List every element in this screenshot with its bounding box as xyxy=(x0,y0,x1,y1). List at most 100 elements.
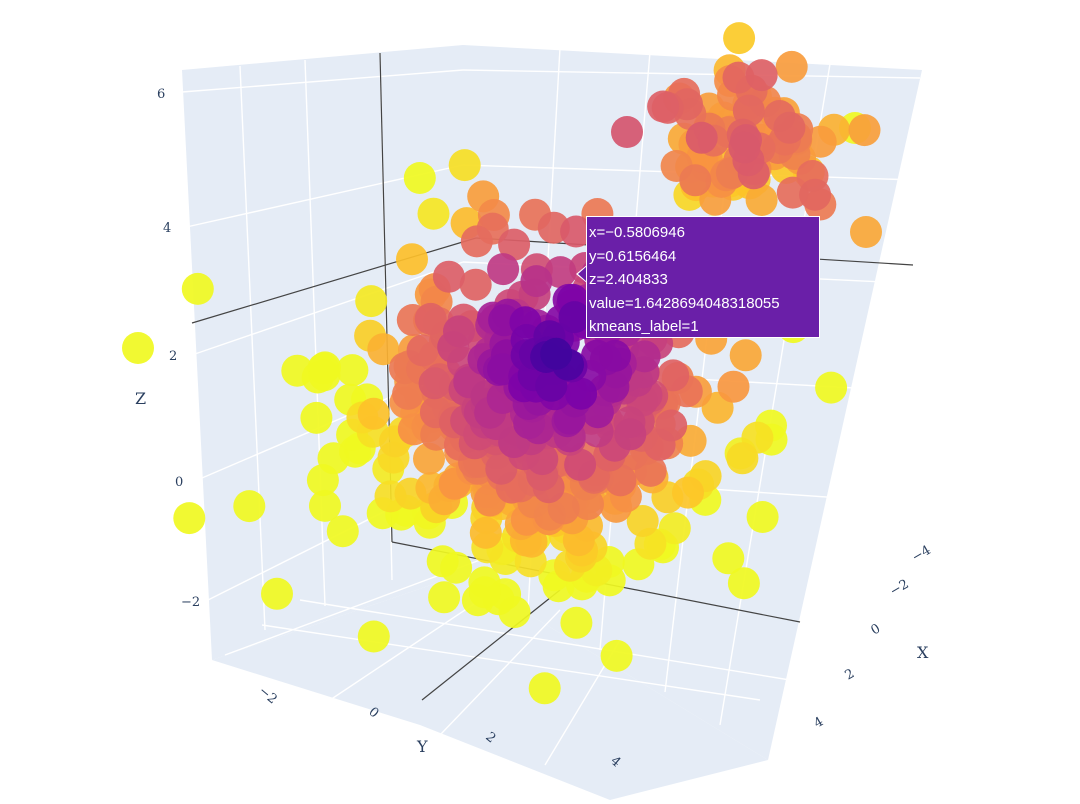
scatter-point xyxy=(722,61,755,94)
scatter-point xyxy=(848,114,881,147)
scatter-point xyxy=(528,672,561,705)
scatter-point xyxy=(469,516,502,549)
y-tick-label: −2 xyxy=(255,684,279,708)
scatter-point xyxy=(498,228,531,261)
scatter-point xyxy=(712,542,745,575)
tooltip-value: value=1.6428694048318055 xyxy=(589,294,780,312)
tooltip-y: y=0.6156464 xyxy=(589,247,677,265)
scatter-point xyxy=(850,216,882,248)
scatter-point xyxy=(726,442,759,475)
scatter-point xyxy=(773,111,806,144)
z-tick-label: 6 xyxy=(157,87,165,102)
x-tick-label: 4 xyxy=(812,714,827,731)
grid-line xyxy=(181,69,464,93)
scatter-point xyxy=(443,315,475,348)
scatter-point xyxy=(647,90,680,123)
scatter-point xyxy=(396,243,428,276)
scatter-point xyxy=(468,576,501,609)
x-tick-label: −4 xyxy=(910,543,934,566)
scatter-point xyxy=(775,50,808,83)
scatter-point xyxy=(432,260,465,293)
scatter-point xyxy=(414,302,447,335)
scatter-point xyxy=(406,334,439,367)
hover-tooltip: x=−0.5806946 y=0.6156464 z=2.404833 valu… xyxy=(586,216,820,338)
scatter-point xyxy=(520,265,553,298)
scatter-point xyxy=(600,639,633,672)
scatter-point xyxy=(403,162,436,194)
axis-line-x-back xyxy=(191,237,477,324)
scatter-point xyxy=(459,268,492,301)
scatter-point xyxy=(440,551,473,584)
z-axis-title: Z xyxy=(135,389,146,408)
tooltip-kmeans-label: kmeans_label=1 xyxy=(589,318,699,335)
scatter-point xyxy=(679,164,712,197)
scatter-point xyxy=(498,596,531,629)
scatter-point xyxy=(357,397,390,430)
scatter-point xyxy=(460,225,493,258)
scatter-point xyxy=(540,337,573,370)
scatter-point xyxy=(672,476,704,509)
scatter-point xyxy=(804,125,837,158)
scatter-point xyxy=(173,502,206,535)
scatter-point xyxy=(611,116,643,148)
grid-line xyxy=(462,69,921,79)
y-axis-title: Y xyxy=(416,737,428,756)
scatter-point xyxy=(717,370,750,403)
scatter-point xyxy=(728,131,761,164)
scatter-point xyxy=(233,490,266,523)
scatter-point xyxy=(658,512,691,545)
scatter-point xyxy=(357,620,390,653)
scatter-point xyxy=(448,149,481,182)
scatter-point xyxy=(544,256,577,289)
scatter-point xyxy=(428,581,461,614)
grid-line xyxy=(439,609,561,736)
scatter-point xyxy=(727,567,760,600)
scatter-point xyxy=(355,285,388,318)
scatter-point xyxy=(326,515,359,548)
scatter-point xyxy=(413,442,445,475)
scatter-point xyxy=(181,272,214,305)
scatter-point xyxy=(564,448,597,481)
scatter-point xyxy=(560,215,593,248)
tooltip-x: x=−0.5806946 xyxy=(589,224,685,241)
scatter-point xyxy=(306,464,339,497)
tooltip-z: z=2.404833 xyxy=(589,271,668,288)
scatter-point xyxy=(336,354,369,387)
z-tick-label: −2 xyxy=(181,595,200,610)
scatter-markers[interactable] xyxy=(122,22,882,705)
scatter-point xyxy=(565,377,598,410)
scatter-point xyxy=(626,505,659,537)
scatter-point xyxy=(614,418,647,451)
axis-line-y-floor xyxy=(421,589,561,701)
scatter-point xyxy=(799,178,832,211)
grid-line xyxy=(261,624,761,701)
scatter-point xyxy=(487,253,520,286)
scatter-point xyxy=(732,94,765,127)
x-axis-title: X xyxy=(917,643,929,662)
floor-plane xyxy=(212,574,768,800)
scatter-point xyxy=(745,184,778,216)
scatter-point xyxy=(485,452,518,485)
scatter-point xyxy=(122,332,154,364)
scatter-point xyxy=(815,371,848,404)
scatter-point xyxy=(599,339,631,372)
scatter-point xyxy=(367,333,400,366)
scatter-point xyxy=(655,409,688,442)
scatter-point xyxy=(657,359,690,392)
scatter-point xyxy=(723,22,756,55)
grid-line xyxy=(191,261,464,356)
scatter-point xyxy=(261,577,293,610)
scatter-point xyxy=(309,351,341,384)
z-tick-label: 2 xyxy=(169,349,177,364)
z-tick-label: 0 xyxy=(175,475,183,490)
scatter-point xyxy=(729,339,762,372)
scatter-point xyxy=(309,489,341,522)
scatter-point xyxy=(418,367,451,400)
scatter-point xyxy=(392,377,425,410)
tooltip-arrow-fill xyxy=(578,266,587,282)
scatter-point xyxy=(746,501,779,533)
scatter-point xyxy=(300,401,333,434)
x-tick-label: 0 xyxy=(869,621,884,638)
scatter-point xyxy=(560,606,593,639)
